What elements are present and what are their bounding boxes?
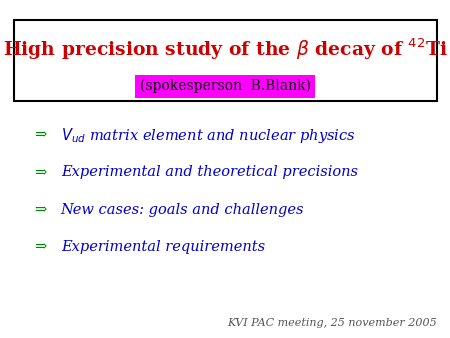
Text: ⇒: ⇒ xyxy=(34,128,47,142)
Text: New cases: goals and challenges: New cases: goals and challenges xyxy=(61,202,304,217)
Text: ⇒: ⇒ xyxy=(34,202,47,217)
Text: $V_{ud}$ matrix element and nuclear physics: $V_{ud}$ matrix element and nuclear phys… xyxy=(61,126,356,145)
Text: Experimental and theoretical precisions: Experimental and theoretical precisions xyxy=(61,165,358,179)
Text: KVI PAC meeting, 25 november 2005: KVI PAC meeting, 25 november 2005 xyxy=(227,318,436,328)
Text: Experimental requirements: Experimental requirements xyxy=(61,240,265,254)
Text: (spokesperson  B.Blank): (spokesperson B.Blank) xyxy=(140,79,310,93)
FancyBboxPatch shape xyxy=(14,20,436,101)
Text: ⇒: ⇒ xyxy=(34,165,47,179)
Text: High precision study of the $\beta$ decay of $^{42}$Ti: High precision study of the $\beta$ deca… xyxy=(3,36,447,62)
Text: ⇒: ⇒ xyxy=(34,240,47,254)
